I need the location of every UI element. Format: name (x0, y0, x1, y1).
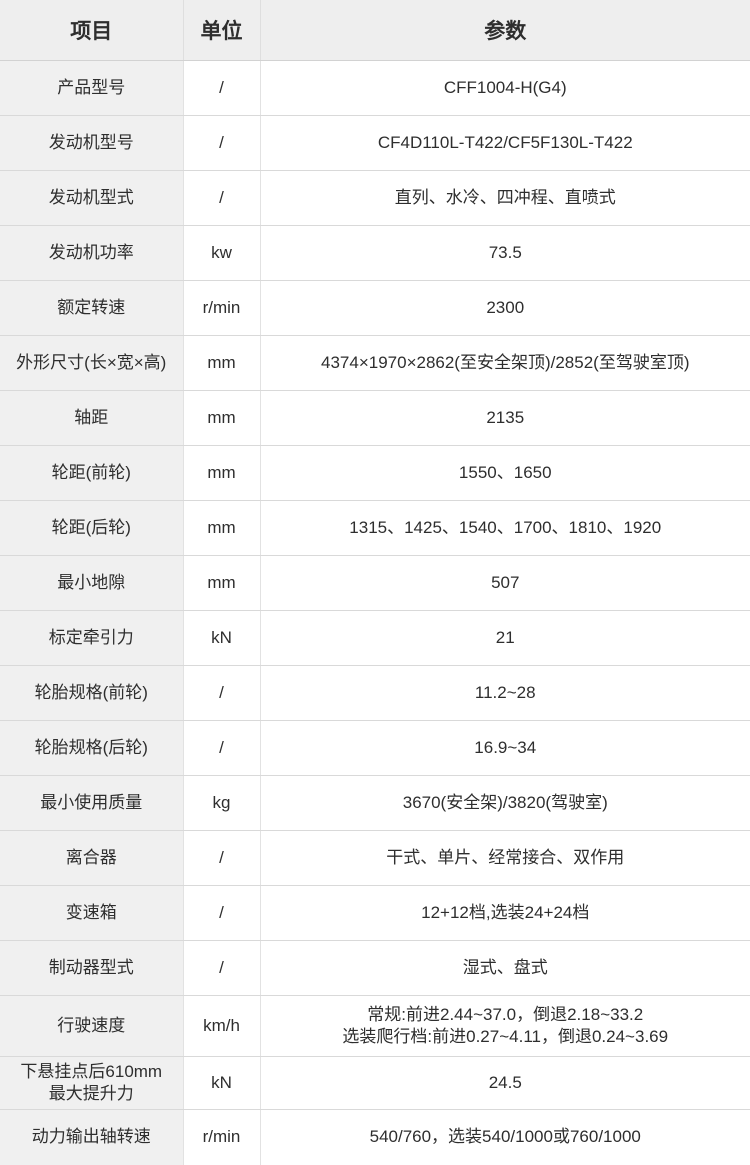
spec-table-header: 项目 单位 参数 (0, 0, 750, 61)
unit-cell: r/min (183, 280, 261, 336)
item-cell: 发动机型号 (0, 115, 184, 171)
unit-cell: km/h (183, 995, 261, 1057)
value-cell: 2300 (260, 280, 750, 336)
unit-cell: / (183, 665, 261, 721)
item-cell: 额定转速 (0, 280, 184, 336)
unit-cell: / (183, 115, 261, 171)
value-cell: 常规:前进2.44~37.0，倒退2.18~33.2 选装爬行档:前进0.27~… (260, 995, 750, 1057)
header-unit: 单位 (183, 0, 261, 61)
unit-cell: mm (183, 335, 261, 391)
value-cell: CF4D110L-T422/CF5F130L-T422 (260, 115, 750, 171)
item-cell: 轮距(后轮) (0, 500, 184, 556)
value-cell: 4374×1970×2862(至安全架顶)/2852(至驾驶室顶) (260, 335, 750, 391)
item-cell: 轮胎规格(前轮) (0, 665, 184, 721)
item-cell: 发动机型式 (0, 170, 184, 226)
table-row: 离合器 / 干式、单片、经常接合、双作用 (0, 830, 750, 886)
value-cell: 2135 (260, 390, 750, 446)
unit-cell: kg (183, 775, 261, 831)
unit-cell: kN (183, 1056, 261, 1110)
item-cell: 行驶速度 (0, 995, 184, 1057)
table-row: 最小地隙 mm 507 (0, 555, 750, 611)
unit-cell: kN (183, 610, 261, 666)
value-cell: CFF1004-H(G4) (260, 60, 750, 116)
value-cell: 1550、1650 (260, 445, 750, 501)
unit-cell: r/min (183, 1109, 261, 1165)
item-cell: 轴距 (0, 390, 184, 446)
value-cell: 21 (260, 610, 750, 666)
table-row: 动力输出轴转速 r/min 540/760，选装540/1000或760/100… (0, 1109, 750, 1165)
item-cell: 产品型号 (0, 60, 184, 116)
unit-cell: / (183, 885, 261, 941)
item-cell: 发动机功率 (0, 225, 184, 281)
value-cell: 540/760，选装540/1000或760/1000 (260, 1109, 750, 1165)
table-row: 发动机型号 / CF4D110L-T422/CF5F130L-T422 (0, 115, 750, 171)
value-cell: 24.5 (260, 1056, 750, 1110)
item-cell: 外形尺寸(长×宽×高) (0, 335, 184, 391)
unit-cell: mm (183, 390, 261, 446)
unit-cell: / (183, 720, 261, 776)
table-row: 轮距(前轮) mm 1550、1650 (0, 445, 750, 501)
header-value: 参数 (260, 0, 750, 61)
value-cell: 11.2~28 (260, 665, 750, 721)
table-row: 变速箱 / 12+12档,选装24+24档 (0, 885, 750, 941)
value-cell: 16.9~34 (260, 720, 750, 776)
header-row: 项目 单位 参数 (0, 0, 750, 61)
unit-cell: kw (183, 225, 261, 281)
item-cell: 离合器 (0, 830, 184, 886)
unit-cell: mm (183, 500, 261, 556)
value-cell: 3670(安全架)/3820(驾驶室) (260, 775, 750, 831)
table-row: 行驶速度 km/h 常规:前进2.44~37.0，倒退2.18~33.2 选装爬… (0, 995, 750, 1057)
unit-cell: / (183, 830, 261, 886)
table-row: 下悬挂点后610mm 最大提升力 kN 24.5 (0, 1056, 750, 1110)
value-cell: 干式、单片、经常接合、双作用 (260, 830, 750, 886)
header-item: 项目 (0, 0, 184, 61)
value-cell: 湿式、盘式 (260, 940, 750, 996)
table-row: 最小使用质量 kg 3670(安全架)/3820(驾驶室) (0, 775, 750, 831)
unit-cell: / (183, 170, 261, 226)
table-row: 发动机功率 kw 73.5 (0, 225, 750, 281)
item-cell: 动力输出轴转速 (0, 1109, 184, 1165)
item-cell: 标定牵引力 (0, 610, 184, 666)
table-row: 轮胎规格(后轮) / 16.9~34 (0, 720, 750, 776)
unit-cell: / (183, 940, 261, 996)
value-cell: 73.5 (260, 225, 750, 281)
table-row: 外形尺寸(长×宽×高) mm 4374×1970×2862(至安全架顶)/285… (0, 335, 750, 391)
value-cell: 直列、水冷、四冲程、直喷式 (260, 170, 750, 226)
unit-cell: mm (183, 445, 261, 501)
table-row: 制动器型式 / 湿式、盘式 (0, 940, 750, 996)
table-row: 发动机型式 / 直列、水冷、四冲程、直喷式 (0, 170, 750, 226)
value-cell: 507 (260, 555, 750, 611)
item-cell: 轮距(前轮) (0, 445, 184, 501)
item-cell: 最小地隙 (0, 555, 184, 611)
table-row: 额定转速 r/min 2300 (0, 280, 750, 336)
item-cell: 轮胎规格(后轮) (0, 720, 184, 776)
table-row: 轮距(后轮) mm 1315、1425、1540、1700、1810、1920 (0, 500, 750, 556)
value-cell: 1315、1425、1540、1700、1810、1920 (260, 500, 750, 556)
item-cell: 制动器型式 (0, 940, 184, 996)
item-cell: 最小使用质量 (0, 775, 184, 831)
table-row: 产品型号 / CFF1004-H(G4) (0, 60, 750, 116)
unit-cell: mm (183, 555, 261, 611)
unit-cell: / (183, 60, 261, 116)
value-cell: 12+12档,选装24+24档 (260, 885, 750, 941)
item-cell: 变速箱 (0, 885, 184, 941)
table-row: 轮胎规格(前轮) / 11.2~28 (0, 665, 750, 721)
table-row: 轴距 mm 2135 (0, 390, 750, 446)
table-row: 标定牵引力 kN 21 (0, 610, 750, 666)
item-cell: 下悬挂点后610mm 最大提升力 (0, 1056, 184, 1110)
spec-table-body: 产品型号 / CFF1004-H(G4) 发动机型号 / CF4D110L-T4… (0, 60, 750, 1165)
